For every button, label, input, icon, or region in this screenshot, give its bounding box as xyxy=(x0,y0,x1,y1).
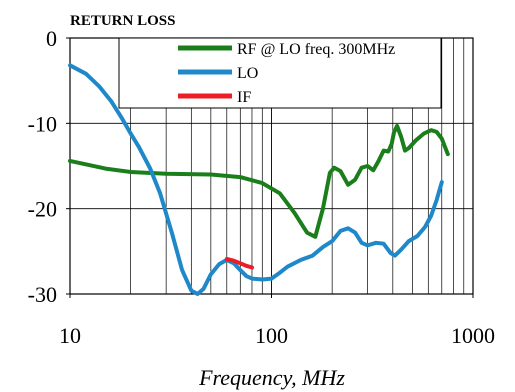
legend-label-rf: RF @ LO freq. 300MHz xyxy=(237,41,395,58)
legend-label-if: IF xyxy=(237,89,251,106)
y-tick-labels: 0 -10 -20 -30 xyxy=(28,26,57,307)
axis-ticks xyxy=(66,37,474,298)
legend-box xyxy=(118,37,442,109)
legend-label-lo: LO xyxy=(237,65,258,82)
x-tick-label: 100 xyxy=(255,323,288,348)
legend: RF @ LO freq. 300MHz LO IF xyxy=(118,37,442,109)
series-line-if xyxy=(224,257,254,270)
series-line-lo xyxy=(68,63,444,296)
y-tick-label: -10 xyxy=(28,111,57,136)
series-layer xyxy=(68,63,450,296)
x-tick-labels: 10 100 1000 xyxy=(59,323,495,348)
y-tick-label: -20 xyxy=(28,197,57,222)
x-tick-label: 10 xyxy=(59,323,81,348)
chart-title: RETURN LOSS xyxy=(70,13,175,29)
y-tick-label: 0 xyxy=(46,26,57,51)
x-tick-label: 1000 xyxy=(451,323,495,348)
series-line-rf xyxy=(68,123,450,239)
y-tick-label: -30 xyxy=(28,282,57,307)
x-axis-label: Frequency, MHz xyxy=(198,365,345,390)
